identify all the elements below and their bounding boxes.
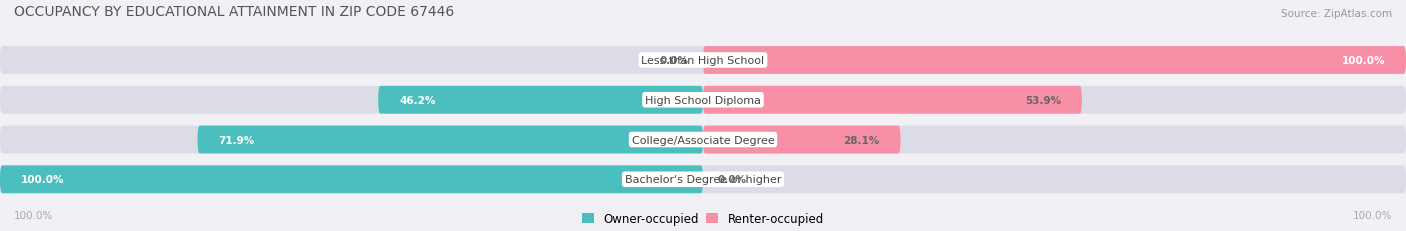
Text: 71.9%: 71.9% xyxy=(218,135,254,145)
Text: College/Associate Degree: College/Associate Degree xyxy=(631,135,775,145)
FancyBboxPatch shape xyxy=(0,86,1406,114)
FancyBboxPatch shape xyxy=(0,47,1406,75)
FancyBboxPatch shape xyxy=(0,166,703,193)
Text: 53.9%: 53.9% xyxy=(1025,95,1062,105)
Legend: Owner-occupied, Renter-occupied: Owner-occupied, Renter-occupied xyxy=(582,212,824,225)
Text: 100.0%: 100.0% xyxy=(14,210,53,220)
FancyBboxPatch shape xyxy=(0,126,1406,154)
FancyBboxPatch shape xyxy=(703,126,901,154)
Text: 0.0%: 0.0% xyxy=(659,56,689,66)
Text: High School Diploma: High School Diploma xyxy=(645,95,761,105)
FancyBboxPatch shape xyxy=(703,86,1083,114)
FancyBboxPatch shape xyxy=(0,166,1406,193)
Text: 100.0%: 100.0% xyxy=(21,175,65,185)
FancyBboxPatch shape xyxy=(703,47,1406,75)
Text: 28.1%: 28.1% xyxy=(844,135,880,145)
Text: Less than High School: Less than High School xyxy=(641,56,765,66)
FancyBboxPatch shape xyxy=(197,126,703,154)
Text: 0.0%: 0.0% xyxy=(717,175,747,185)
Text: OCCUPANCY BY EDUCATIONAL ATTAINMENT IN ZIP CODE 67446: OCCUPANCY BY EDUCATIONAL ATTAINMENT IN Z… xyxy=(14,5,454,18)
Text: Bachelor's Degree or higher: Bachelor's Degree or higher xyxy=(624,175,782,185)
Text: 46.2%: 46.2% xyxy=(399,95,436,105)
Text: 100.0%: 100.0% xyxy=(1341,56,1385,66)
FancyBboxPatch shape xyxy=(378,86,703,114)
Text: Source: ZipAtlas.com: Source: ZipAtlas.com xyxy=(1281,9,1392,18)
Text: 100.0%: 100.0% xyxy=(1353,210,1392,220)
